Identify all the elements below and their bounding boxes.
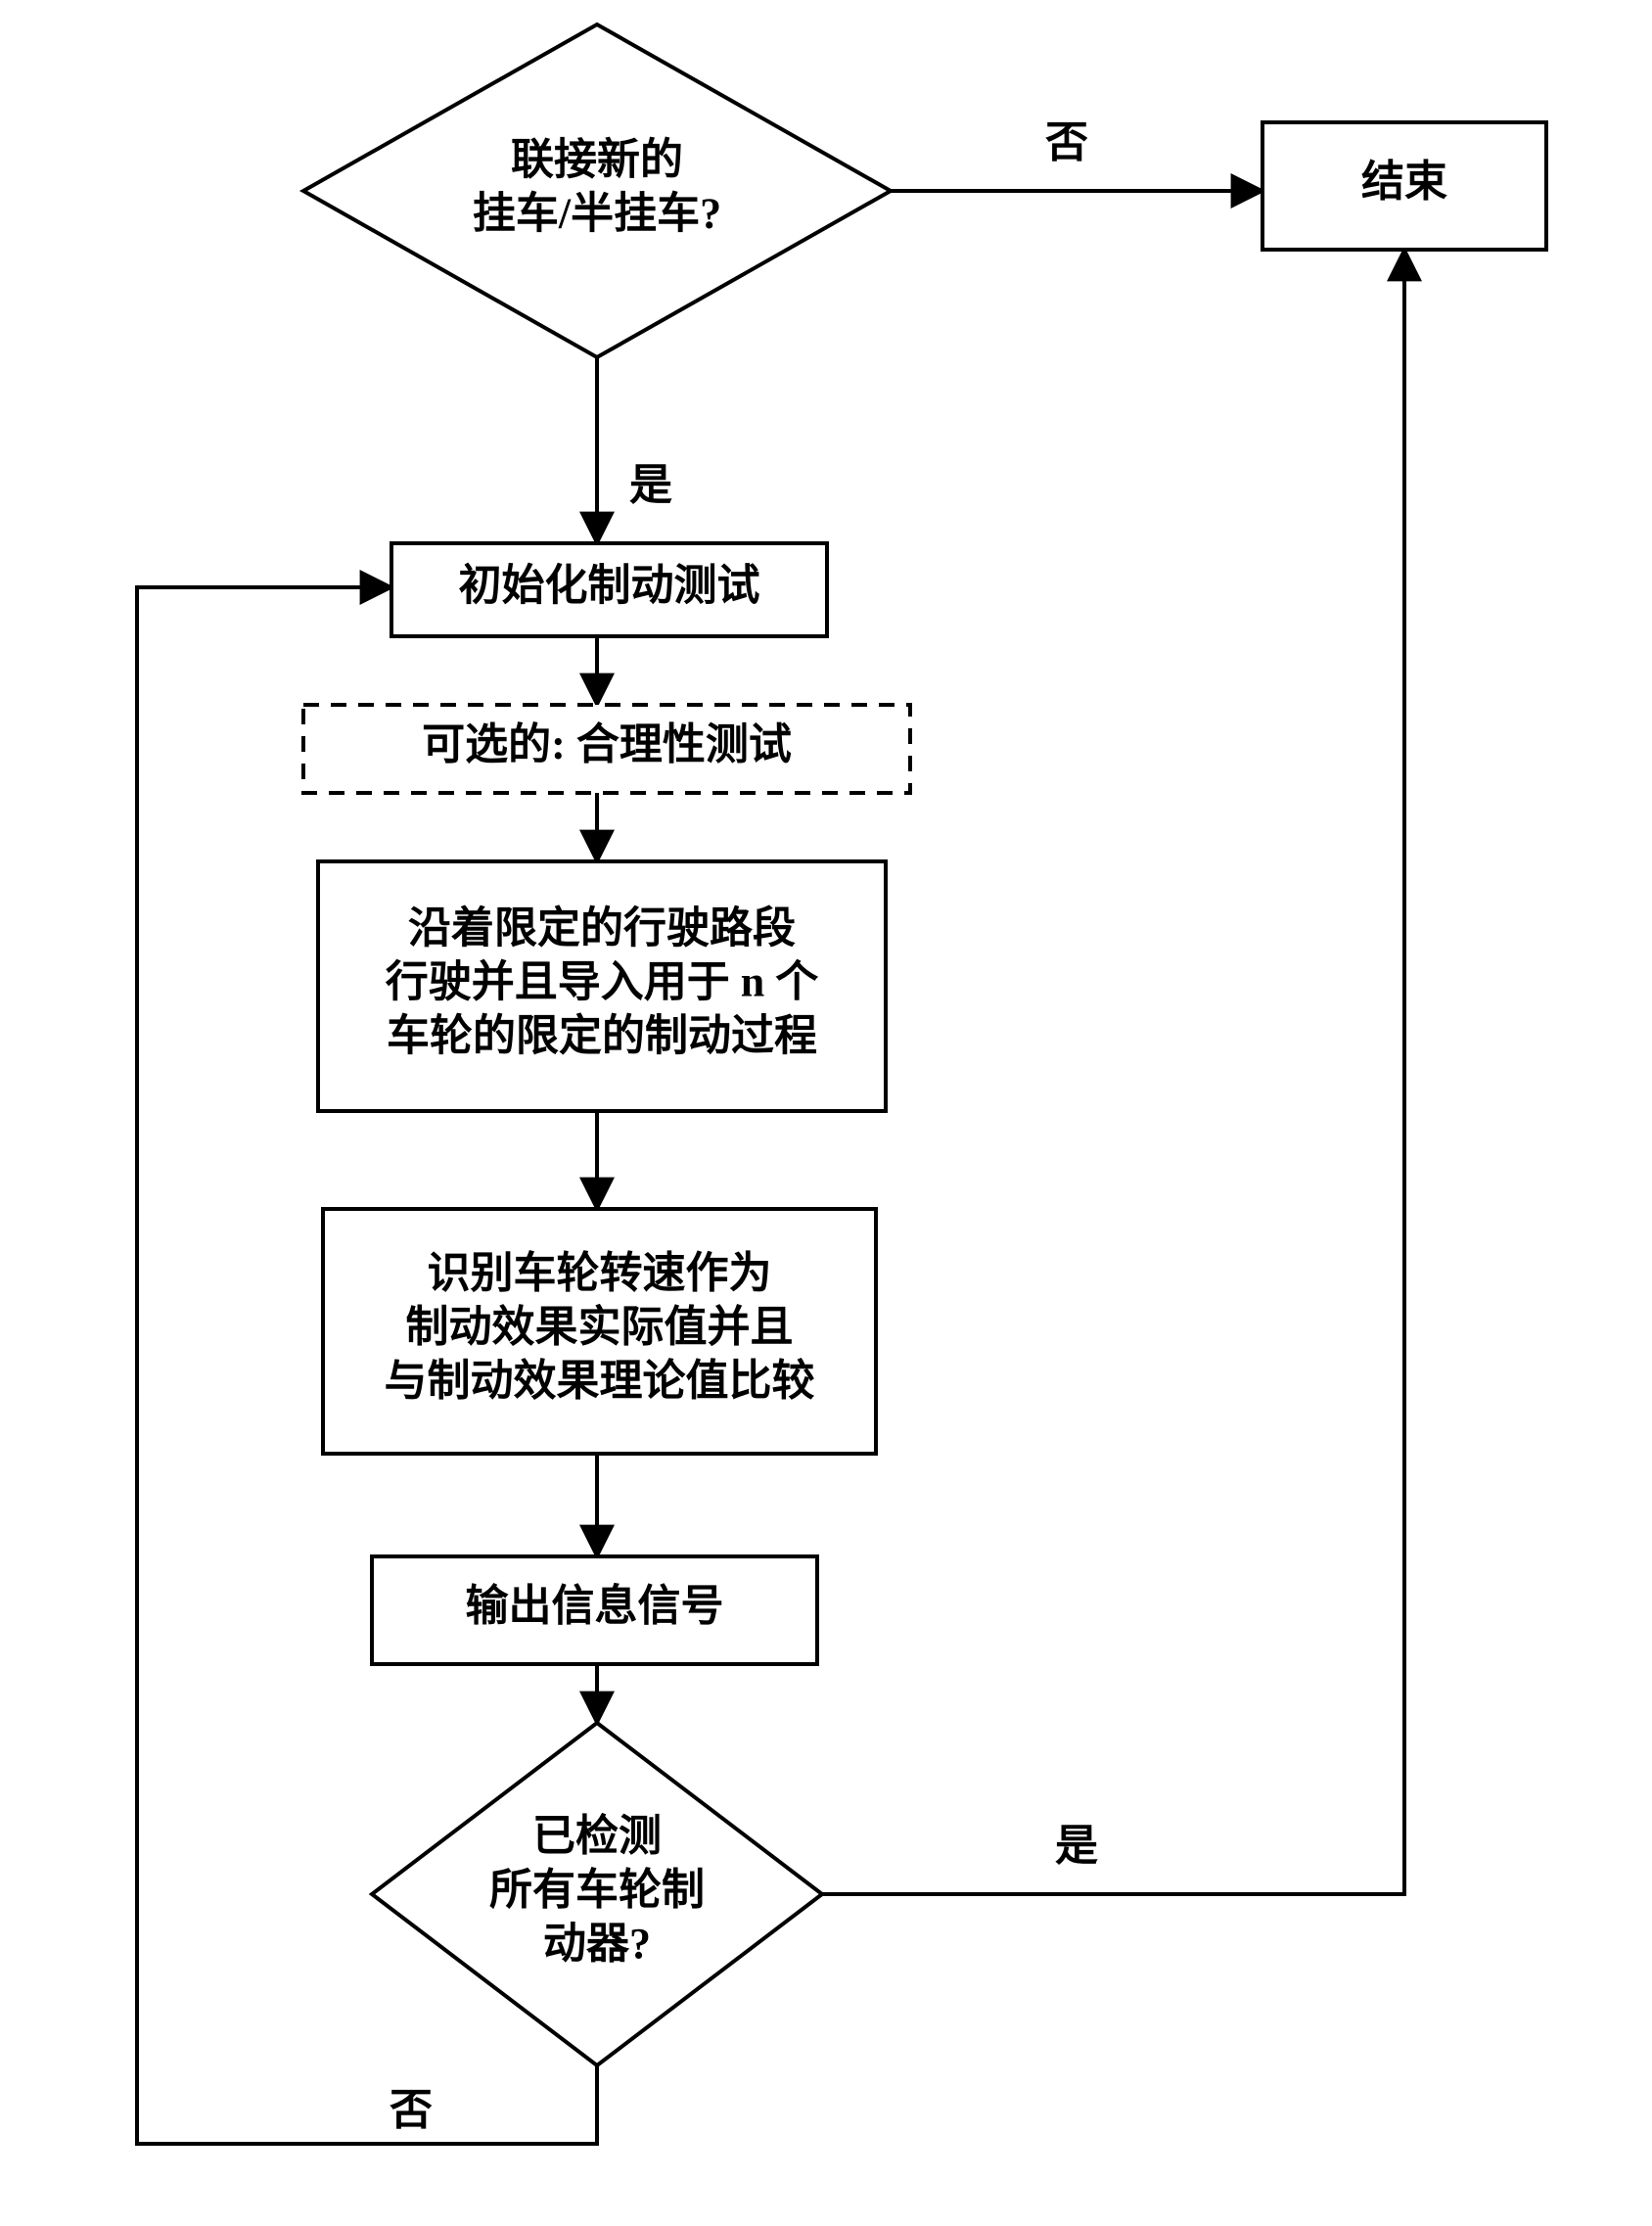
edge-label: 否	[1045, 118, 1088, 166]
svg-text:初始化制动测试: 初始化制动测试	[459, 562, 760, 610]
node-d1: 联接新的挂车/半挂车?	[303, 24, 891, 357]
svg-text:结束: 结束	[1361, 158, 1447, 206]
node-b1: 初始化制动测试	[391, 543, 827, 636]
node-d2: 已检测所有车轮制动器?	[372, 1723, 822, 2065]
flow-edge	[822, 250, 1404, 1894]
svg-text:识别车轮转速作为制动效果实际值并且与制动效果理论值比较: 识别车轮转速作为制动效果实际值并且与制动效果理论值比较	[385, 1249, 815, 1405]
node-b3: 沿着限定的行驶路段行驶并且导入用于 n 个车轮的限定的制动过程	[318, 861, 886, 1111]
edge-label: 是	[1055, 1822, 1098, 1870]
node-b5: 输出信息信号	[372, 1556, 817, 1664]
svg-text:输出信息信号: 输出信息信号	[466, 1582, 724, 1630]
node-end: 结束	[1262, 122, 1546, 250]
node-b2: 可选的: 合理性测试	[303, 705, 910, 793]
svg-text:可选的: 合理性测试: 可选的: 合理性测试	[422, 720, 792, 768]
node-b4: 识别车轮转速作为制动效果实际值并且与制动效果理论值比较	[323, 1209, 876, 1454]
edge-label: 否	[390, 2086, 433, 2134]
edge-label: 是	[629, 461, 672, 509]
svg-text:沿着限定的行驶路段行驶并且导入用于 n 个车轮的限定的制动过: 沿着限定的行驶路段行驶并且导入用于 n 个车轮的限定的制动过程	[386, 904, 818, 1060]
